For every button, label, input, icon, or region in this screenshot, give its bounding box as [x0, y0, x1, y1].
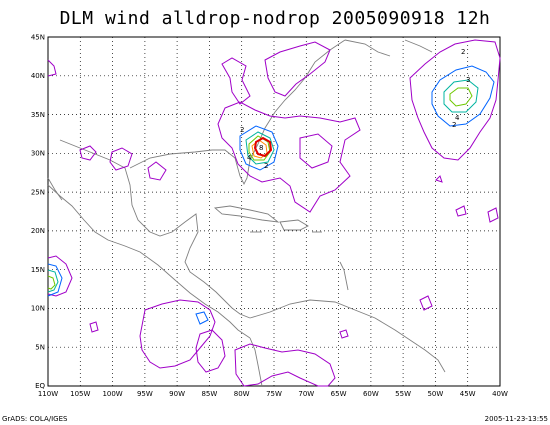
- lon-label: 105W: [70, 390, 90, 398]
- lon-label: 40W: [492, 390, 508, 398]
- lon-axis-labels: 110W 105W 100W 95W 90W 85W 80W 75W 70W 6…: [38, 390, 508, 398]
- lat-label: 20N: [31, 227, 45, 235]
- contour-label: 3: [466, 76, 470, 84]
- footer-credit: GrADS: COLA/IGES: [2, 415, 68, 423]
- lon-label: 95W: [137, 390, 153, 398]
- lon-label: 110W: [38, 390, 58, 398]
- contour-label: 4: [247, 154, 252, 162]
- lon-label: 75W: [266, 390, 282, 398]
- lon-label: 85W: [201, 390, 217, 398]
- map-title: DLM wind alldrop-nodrop 2005090918 12h: [59, 8, 491, 29]
- lon-label: 90W: [169, 390, 185, 398]
- lon-label: 100W: [102, 390, 122, 398]
- lat-label: 45N: [31, 33, 45, 41]
- lon-label: 80W: [234, 390, 250, 398]
- lon-label: 50W: [427, 390, 443, 398]
- lat-label: 25N: [31, 188, 45, 196]
- lat-label: 30N: [31, 150, 45, 158]
- graticule: [48, 37, 500, 386]
- lat-label: 35N: [31, 111, 45, 119]
- lat-label: 15N: [31, 266, 45, 274]
- lon-label: 55W: [395, 390, 411, 398]
- contour-label: 8: [259, 144, 263, 152]
- contour-label: 2: [264, 162, 268, 170]
- contour-label: 2: [461, 48, 465, 56]
- contours: [47, 39, 501, 387]
- lat-label: EQ: [35, 382, 45, 390]
- lat-label: 40N: [31, 72, 45, 80]
- coastlines: [47, 39, 446, 387]
- footer-timestamp: 2005-11-23-13:55: [484, 415, 548, 423]
- lat-label: 5N: [35, 344, 45, 352]
- lon-label: 60W: [363, 390, 379, 398]
- contour-label: 2: [240, 126, 244, 134]
- contour-labels: 2 3 2 4 2 2 4 8: [240, 48, 470, 170]
- lat-label: 10N: [31, 305, 45, 313]
- lon-label: 45W: [460, 390, 476, 398]
- lat-axis-labels: EQ 5N 10N 15N 20N 25N 30N 35N 40N 45N: [31, 33, 46, 390]
- contour-label: 2: [452, 121, 456, 129]
- contour-label: 4: [455, 114, 460, 122]
- lon-label: 65W: [331, 390, 347, 398]
- lon-label: 70W: [298, 390, 314, 398]
